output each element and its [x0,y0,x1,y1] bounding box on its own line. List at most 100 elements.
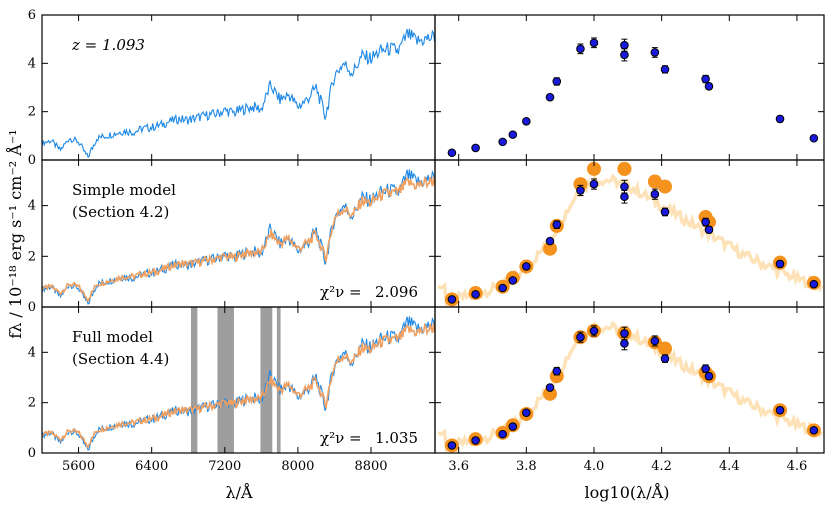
x-tick-label-spectrum: 6400 [135,459,168,474]
photometry-point [498,137,507,147]
photometry-point [701,74,710,84]
photometry-point [471,143,480,153]
photometry-panel-frame-0 [434,14,825,161]
model-photometry-point [586,161,601,176]
photometry-point [704,371,714,381]
photometry-point [447,148,457,158]
photometry-point [620,182,629,191]
x-tick-label-photometry: 4.4 [719,459,740,474]
photometry-group-0 [447,37,819,158]
photometry-point [589,179,599,189]
photometry-point [522,408,531,418]
photometry-point [545,236,555,246]
photometry-point [660,207,670,217]
model-spectrum-line [42,176,435,303]
y-tick-label: 4 [28,345,36,360]
x-tick-label-photometry: 4.2 [651,459,672,474]
photometry-point [809,426,819,435]
panel-label: Full model [72,328,153,346]
masked-region-2 [260,307,273,453]
photometry-point [775,114,785,124]
masked-region-0 [190,307,198,453]
photometry-point [620,339,629,348]
x-axis-title-right: log10(λ/Å) [585,482,670,502]
photometry-point [704,81,714,91]
photometry-point [701,217,710,227]
photometry-point [498,283,507,293]
panel-label: Simple model [72,181,176,199]
x-tick-label-spectrum: 5600 [62,459,95,474]
panel-label: (Section 4.2) [72,203,169,221]
photometry-point [545,92,555,102]
x-tick-label-spectrum: 8800 [354,459,387,474]
y-tick-label: 4 [28,56,36,71]
photometry-point [447,441,457,450]
photometry-point [589,326,599,336]
panel-label: z = 1.093 [71,36,145,54]
photometry-point [545,383,555,392]
photometry-point [704,225,714,234]
x-axis-title-left: λ/Å [225,482,253,502]
y-tick-label: 2 [28,396,36,411]
model-sed-line [437,173,824,307]
x-tick-label-spectrum: 7200 [208,459,241,474]
photometry-point [701,364,710,373]
photometry-point [576,186,585,195]
y-tick-label: 0 [28,300,36,315]
photometry-point [471,436,480,445]
photometry-point [498,429,507,439]
photometry-point [552,220,562,229]
y-tick-label: 2 [28,249,36,264]
y-tick-label: 2 [28,105,36,120]
photometry-group-2 [437,320,824,453]
model-photometry-point [617,161,632,176]
model-photometry-point [658,179,673,194]
photometry-point [650,48,660,57]
spectrum-group-2 [42,316,435,451]
photometry-point [809,133,819,143]
chi2-label: χ²ν = [320,283,362,301]
photometry-point [471,290,480,299]
spectrum-group-0 [42,28,435,158]
photometry-point [660,65,670,74]
photometry-point [620,50,629,60]
photometry-point [447,295,457,304]
photometry-point [552,366,562,376]
y-tick-label: 6 [28,8,36,23]
photometry-point [809,279,819,289]
x-tick-label-photometry: 3.6 [448,459,469,474]
photometry-point [660,354,670,363]
model-photometry-point [658,341,673,356]
model-photometry-point [573,177,588,192]
photometry-panel-frame-2 [434,306,825,454]
photometry-point [508,130,518,139]
chi2-label: χ²ν = [320,429,362,447]
photometry-point [620,329,629,338]
panel-label: (Section 4.4) [72,350,169,368]
x-tick-label-photometry: 4.6 [787,459,808,474]
x-tick-label-spectrum: 8000 [281,459,314,474]
photometry-point [650,336,660,346]
y-tick-label: 0 [28,153,36,168]
x-tick-label-photometry: 4.0 [584,459,605,474]
chi2-value: 1.035 [375,429,418,447]
photometry-point [576,44,585,54]
model-photometry-point [543,386,558,401]
photometry-point [775,405,785,415]
masked-region-3 [276,307,281,453]
photometry-point [650,189,660,199]
photometry-point [508,422,518,431]
photometry-point [522,117,531,126]
chi2-value: 2.096 [375,283,418,301]
photometry-point [620,192,629,202]
y-axis-title: fλ / 10⁻¹⁸ erg s⁻¹ cm⁻² Å⁻¹ [5,129,25,338]
x-tick-label-photometry: 3.8 [516,459,537,474]
background-layer [190,307,281,453]
photometry-point [775,259,785,269]
photometry-group-1 [437,161,824,307]
axes-layer [41,14,825,454]
y-tick-label: 4 [28,199,36,214]
y-tick-label: 0 [28,446,36,461]
masked-region-1 [217,307,234,453]
